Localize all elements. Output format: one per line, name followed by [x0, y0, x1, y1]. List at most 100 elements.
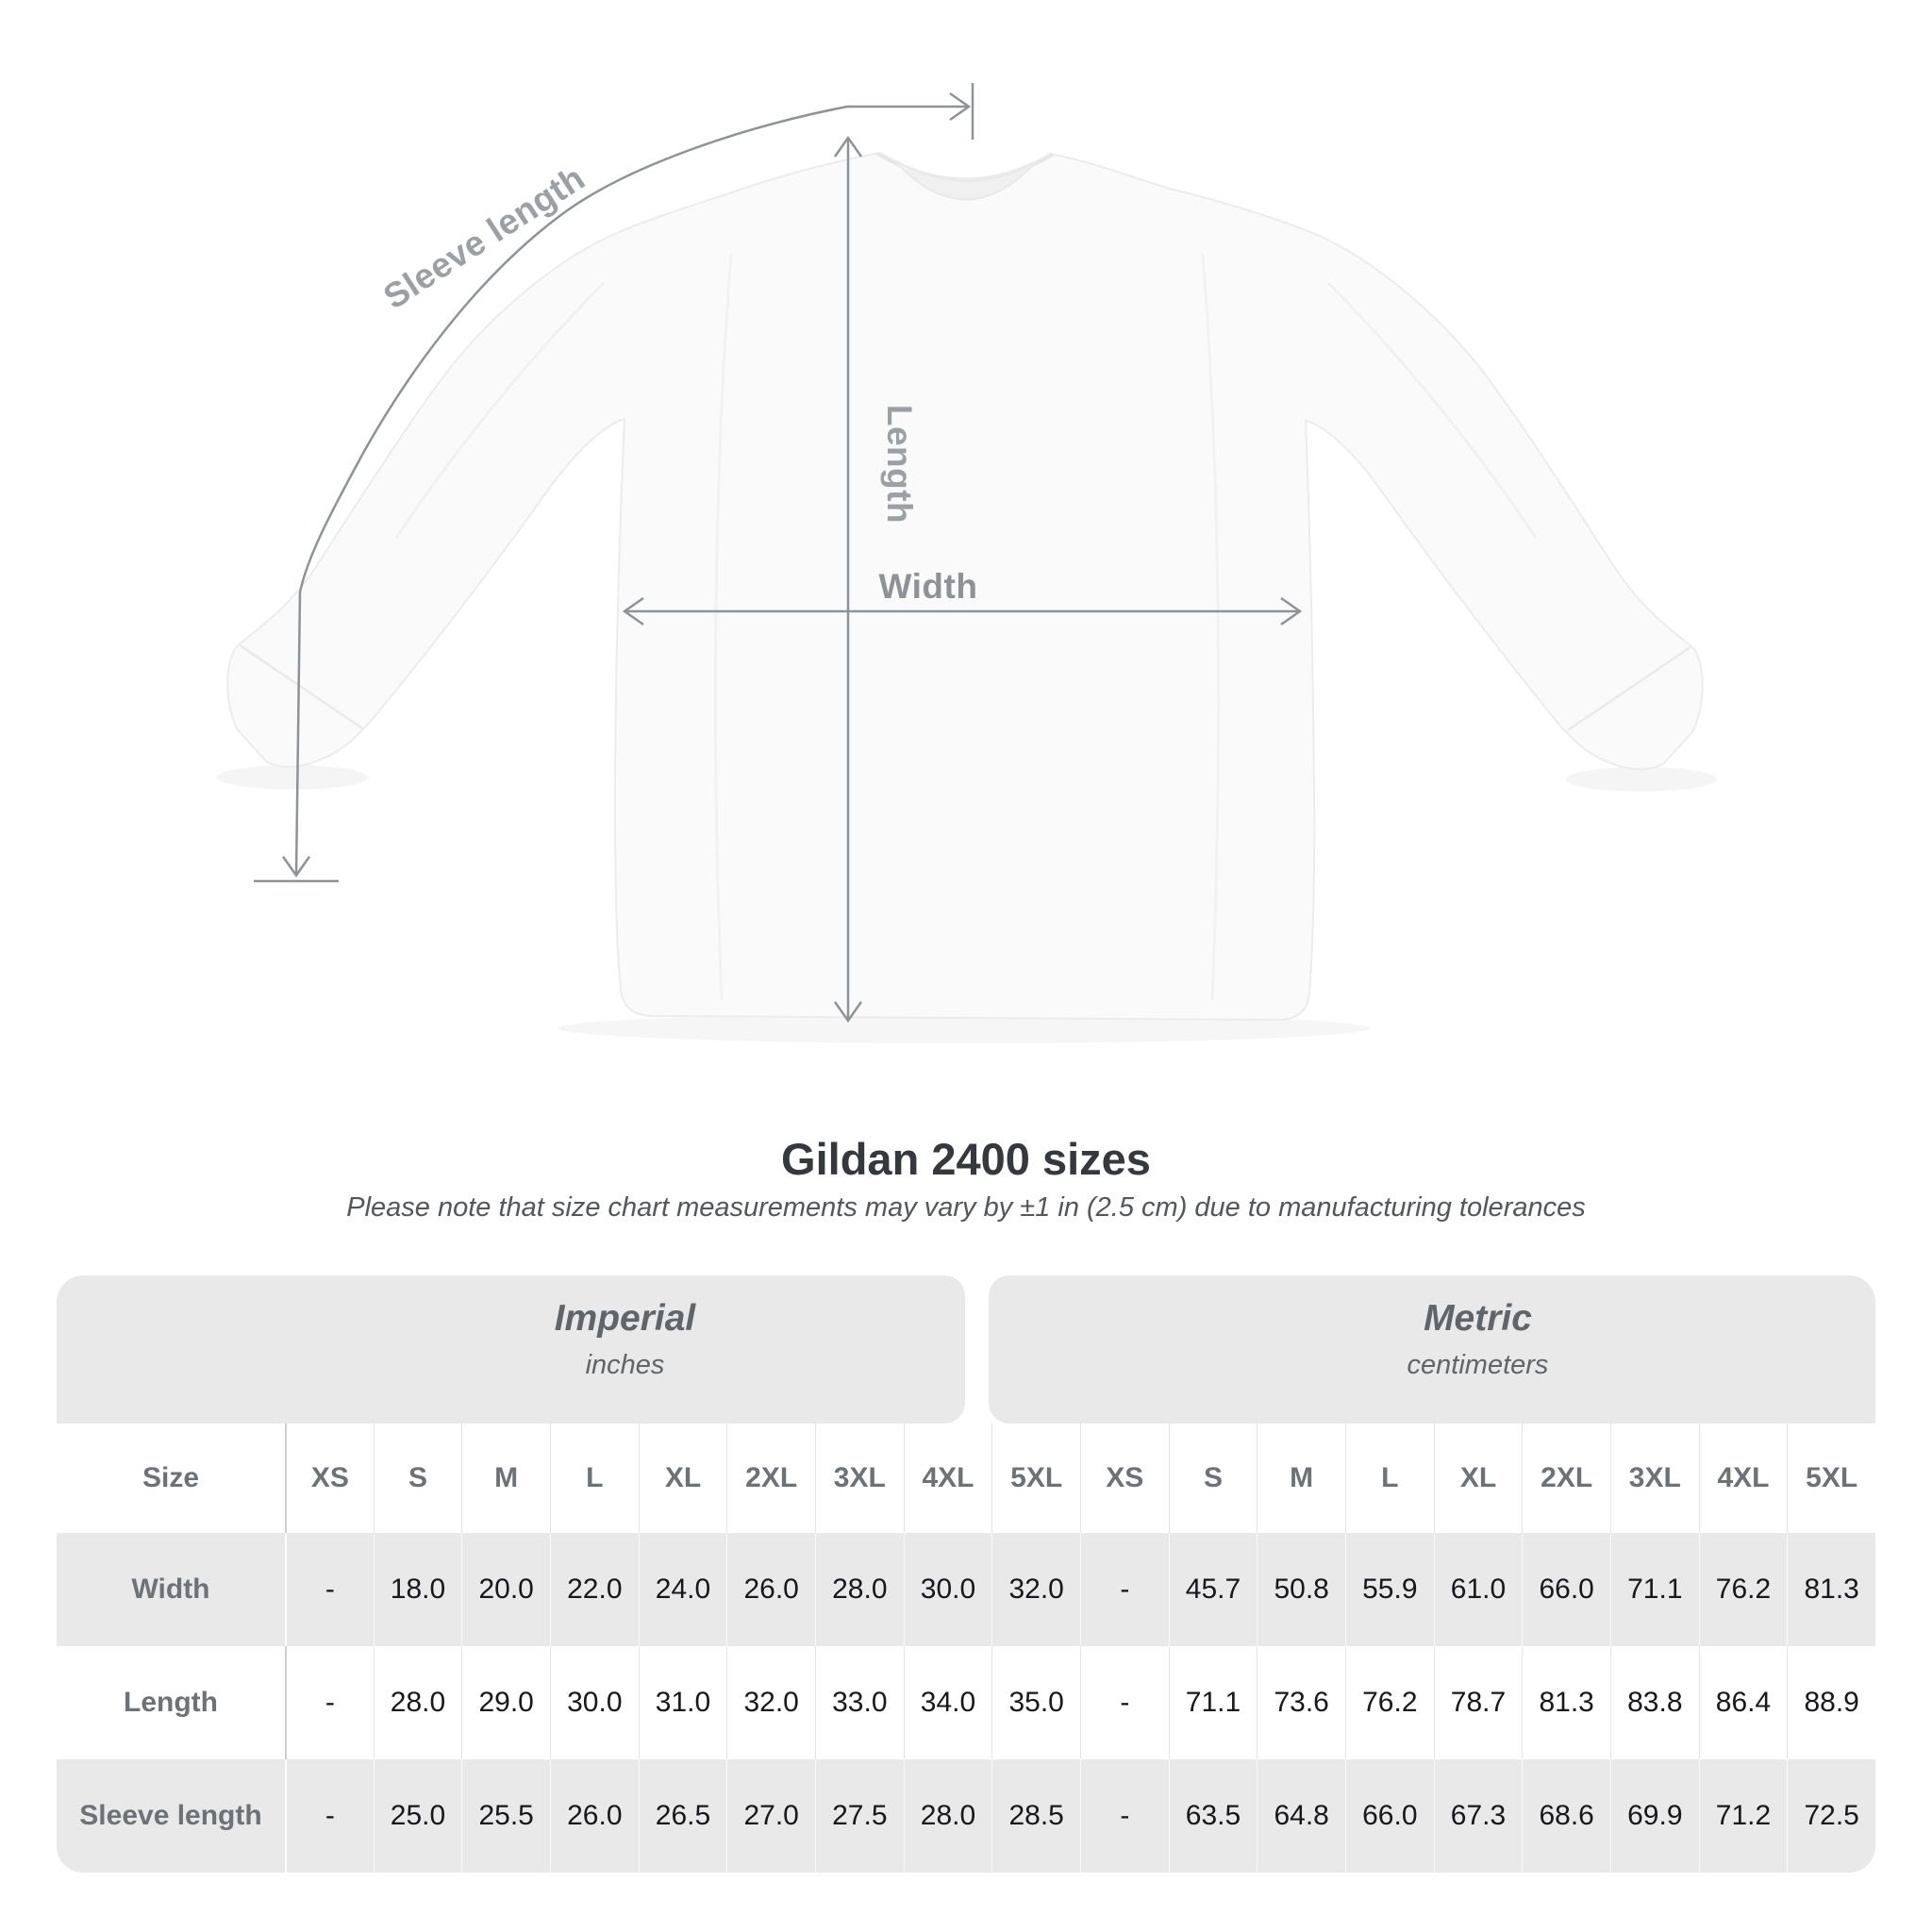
value-cell: 61.0 — [1433, 1533, 1523, 1646]
value-cell: 76.2 — [1698, 1533, 1788, 1646]
crease-sleeve-right — [1326, 281, 1538, 539]
value-cell: 28.0 — [903, 1759, 992, 1873]
measurement-lines — [254, 83, 1303, 1024]
hem-shadow — [558, 1013, 1370, 1043]
imperial-band: Imperial inches — [57, 1275, 965, 1424]
value-cell: 68.6 — [1522, 1759, 1610, 1873]
metric-band-inner: Metric centimeters — [1080, 1275, 1875, 1424]
value-cell: 66.0 — [1344, 1759, 1434, 1873]
size-header-cell: S — [373, 1424, 462, 1533]
length-row: Length - 28.0 29.0 30.0 31.0 32.0 33.0 3… — [57, 1646, 1875, 1759]
imperial-unit-label: inches — [585, 1350, 665, 1380]
width-row: Width - 18.0 20.0 22.0 24.0 26.0 28.0 30… — [57, 1533, 1875, 1646]
value-cell: 34.0 — [903, 1646, 992, 1759]
sleeve-measure-line — [294, 105, 969, 876]
value-cell: 20.0 — [461, 1533, 550, 1646]
value-cell: 22.0 — [549, 1533, 639, 1646]
value-cell: 28.0 — [373, 1646, 462, 1759]
crease-left — [713, 254, 733, 1001]
value-cell: 83.8 — [1609, 1646, 1699, 1759]
row-label: Length — [124, 1687, 218, 1718]
value-cell: 63.5 — [1168, 1759, 1257, 1873]
size-header-cell: M — [461, 1424, 550, 1533]
size-header-cell: XS — [285, 1424, 374, 1533]
shirt-graphic: Sleeve length Length Width — [217, 83, 1717, 1043]
value-cell: 73.6 — [1257, 1646, 1345, 1759]
value-cell: 28.5 — [991, 1759, 1080, 1873]
value-cell: 66.0 — [1522, 1533, 1610, 1646]
size-header-cell: XL — [1433, 1424, 1523, 1533]
value-cell: 88.9 — [1787, 1646, 1875, 1759]
size-header-cell: 3XL — [1609, 1424, 1699, 1533]
left-cuff-seam — [239, 643, 363, 730]
size-header-row: Size XS S M L XL 2XL 3XL 4XL 5XL XS S M … — [57, 1424, 1875, 1533]
value-cell: 24.0 — [638, 1533, 727, 1646]
metric-unit-label: centimeters — [1407, 1350, 1549, 1380]
table-rows: Size XS S M L XL 2XL 3XL 4XL 5XL XS S M … — [57, 1424, 1875, 1873]
value-cell: 69.9 — [1609, 1759, 1699, 1873]
right-cuff-shadow — [1566, 767, 1717, 791]
value-cell: 67.3 — [1433, 1759, 1523, 1873]
shirt-silhouette — [226, 151, 1704, 1022]
sleeve-length-row: Sleeve length - 25.0 25.5 26.0 26.5 27.0… — [57, 1759, 1875, 1873]
value-cell: 25.5 — [461, 1759, 550, 1873]
value-cell: 64.8 — [1257, 1759, 1345, 1873]
value-cell: 32.0 — [991, 1533, 1080, 1646]
size-header-cell: 4XL — [903, 1424, 992, 1533]
value-cell: - — [1079, 1533, 1169, 1646]
value-cell: - — [285, 1759, 374, 1873]
row-label: Sleeve length — [79, 1800, 262, 1831]
sleeve-arrow-down — [281, 856, 311, 878]
size-header-cell: XS — [1079, 1424, 1169, 1533]
crease-sleeve-left — [394, 281, 606, 539]
size-header-cell: M — [1257, 1424, 1345, 1533]
metric-band: Metric centimeters — [989, 1275, 1875, 1424]
value-cell: 18.0 — [373, 1533, 462, 1646]
crease-right — [1201, 254, 1221, 1001]
size-header-cell: 2XL — [1522, 1424, 1610, 1533]
value-cell: 27.0 — [726, 1759, 815, 1873]
value-cell: 81.3 — [1787, 1533, 1875, 1646]
length-arrow-down — [833, 1001, 863, 1024]
value-cell: 26.0 — [549, 1759, 639, 1873]
width-arrow-left — [622, 596, 644, 626]
size-header-cell: L — [549, 1424, 639, 1533]
value-cell: - — [1079, 1646, 1169, 1759]
size-header-cell: 5XL — [991, 1424, 1080, 1533]
page-subtitle: Please note that size chart measurements… — [346, 1192, 1586, 1223]
value-cell: 45.7 — [1168, 1533, 1257, 1646]
imperial-group-header: Imperial — [554, 1298, 696, 1339]
collar-opening — [893, 159, 1037, 201]
value-cell: 35.0 — [991, 1646, 1080, 1759]
size-header-cell: S — [1168, 1424, 1257, 1533]
size-header-cell: 2XL — [726, 1424, 815, 1533]
value-cell: 25.0 — [373, 1759, 462, 1873]
value-cell: 31.0 — [638, 1646, 727, 1759]
value-cell: 28.0 — [814, 1533, 904, 1646]
imperial-band-inner: Imperial inches — [285, 1275, 965, 1424]
value-cell: 71.2 — [1698, 1759, 1788, 1873]
value-cell: 33.0 — [814, 1646, 904, 1759]
value-cell: - — [285, 1646, 374, 1759]
value-cell: 55.9 — [1344, 1533, 1434, 1646]
value-cell: 50.8 — [1257, 1533, 1345, 1646]
length-arrow-up — [833, 135, 863, 158]
size-header-cell: 5XL — [1787, 1424, 1875, 1533]
size-header-cell: XL — [638, 1424, 727, 1533]
row-label: Width — [131, 1574, 210, 1605]
size-header-cell: 4XL — [1698, 1424, 1788, 1533]
value-cell: 30.0 — [903, 1533, 992, 1646]
length-label: Length — [880, 405, 919, 524]
right-cuff-seam — [1567, 645, 1691, 732]
size-header-cell: L — [1344, 1424, 1434, 1533]
value-cell: 26.5 — [638, 1759, 727, 1873]
size-header-cell: 3XL — [814, 1424, 904, 1533]
value-cell: 71.1 — [1609, 1533, 1699, 1646]
value-cell: 29.0 — [461, 1646, 550, 1759]
metric-group-header: Metric — [1424, 1298, 1532, 1339]
left-cuff-shadow — [217, 765, 368, 790]
value-cell: 27.5 — [814, 1759, 904, 1873]
width-arrow-right — [1280, 596, 1303, 626]
width-label: Width — [879, 567, 978, 606]
